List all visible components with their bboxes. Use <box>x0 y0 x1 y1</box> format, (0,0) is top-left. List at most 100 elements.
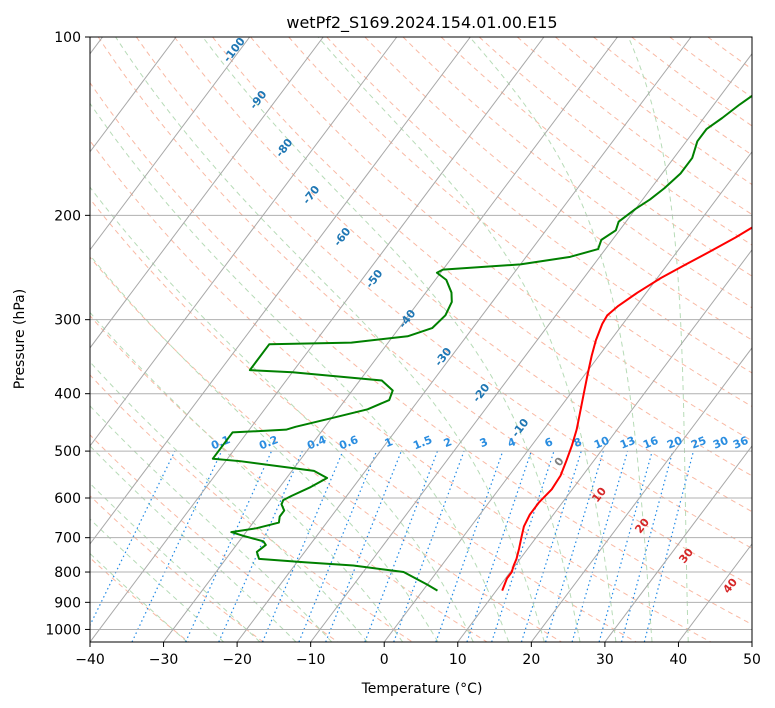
dry-adiabat-line <box>707 37 752 70</box>
moist-adiabat-line <box>90 482 261 642</box>
moist-adiabat-line <box>90 186 474 642</box>
plot-frame <box>89 36 753 643</box>
mixing-ratio-label: 13 <box>618 434 637 452</box>
dry-adiabat-line <box>135 37 752 549</box>
mixing-ratio-label: 1.5 <box>411 433 434 452</box>
mixing-ratio-line <box>261 450 344 642</box>
dry-adiabat-label: -100 <box>221 35 248 65</box>
dry-adiabat-line <box>364 37 752 341</box>
background-lines <box>90 37 752 642</box>
dewpoint-line <box>211 94 752 592</box>
profile-series <box>211 94 752 592</box>
dry-adiabat-label: 30 <box>676 546 696 566</box>
mixing-ratio-label: 8 <box>572 435 584 450</box>
dry-adiabat-label: -50 <box>363 267 386 291</box>
mixing-ratio-line <box>520 450 582 642</box>
moist-adiabat-line <box>202 37 581 642</box>
x-tick-label: 0 <box>380 652 389 668</box>
dry-adiabat-line <box>288 37 752 408</box>
y-tick-label: 600 <box>54 491 81 507</box>
moist-adiabat-line <box>90 405 333 642</box>
isotherm-line <box>530 347 752 642</box>
isotherm-line <box>310 52 752 642</box>
moist-adiabat-line <box>469 37 653 642</box>
mixing-ratio-line <box>90 450 176 627</box>
isotherm-line <box>90 37 471 545</box>
moist-adiabat-line <box>90 445 297 642</box>
moist-adiabat-line <box>90 552 188 642</box>
mixing-ratio-line <box>325 450 402 642</box>
dry-adiabat-line <box>90 495 264 642</box>
mixing-ratio-label: 2 <box>442 435 454 450</box>
x-axis-ticks: −40 −30 −20 −10 0 10 20 30 40 50 <box>75 642 761 668</box>
dry-adiabat-line <box>90 198 637 642</box>
y-tick-label: 300 <box>54 313 81 329</box>
mixing-ratio-label: 0.4 <box>305 433 328 452</box>
isotherm-line <box>90 37 324 349</box>
isotherm-line <box>457 249 752 642</box>
x-tick-label: 30 <box>596 652 614 668</box>
dry-adiabat-line <box>174 37 752 513</box>
dry-adiabat-label: -90 <box>247 88 270 112</box>
dry-adiabat-line <box>97 37 752 587</box>
isotherm-line <box>163 37 618 642</box>
isotherm-line <box>90 37 177 153</box>
mixing-ratio-line <box>131 450 223 642</box>
mixing-ratio-label: 3 <box>478 435 490 450</box>
moist-adiabat-line <box>90 518 224 642</box>
mixing-ratio-label: 16 <box>641 434 660 452</box>
mixing-ratio-label: 25 <box>689 434 708 452</box>
moist-adiabat-line <box>115 37 545 642</box>
moist-adiabat-line <box>90 102 510 642</box>
mixing-ratio-label: 30 <box>711 434 730 452</box>
mixing-ratio-label: 10 <box>592 434 611 452</box>
dry-adiabat-line <box>516 37 752 216</box>
mixing-ratio-label: 0.6 <box>337 433 360 452</box>
dry-adiabat-line <box>90 374 413 642</box>
y-axis-ticks: 100 200 300 400 500 600 700 800 900 1000 <box>45 30 90 638</box>
dry-adiabat-label: -30 <box>432 345 455 369</box>
x-tick-label: 10 <box>449 652 467 668</box>
moist-adiabat-line <box>317 37 617 642</box>
x-axis-label: Temperature (°C) <box>361 681 483 697</box>
x-tick-label: 40 <box>670 652 688 668</box>
mixing-ratio-line <box>218 450 303 642</box>
y-tick-label: 200 <box>54 208 81 224</box>
moist-adiabat-line <box>90 311 404 642</box>
dry-adiabat-label: -20 <box>470 381 493 405</box>
y-tick-label: 400 <box>54 387 81 403</box>
y-tick-label: 800 <box>54 565 81 581</box>
isotherm-line <box>90 37 545 642</box>
grid-lines <box>90 37 752 642</box>
mixing-ratio-line <box>620 450 674 642</box>
dry-adiabat-label: -80 <box>273 136 296 160</box>
y-tick-label: 500 <box>54 444 81 460</box>
dry-adiabat-label: 20 <box>632 516 652 536</box>
isotherm-line <box>90 37 398 447</box>
x-tick-label: −30 <box>149 652 179 668</box>
isotherm-line <box>678 543 752 642</box>
mixing-ratio-line <box>643 450 695 642</box>
dry-adiabat-line <box>90 434 339 642</box>
dry-adiabat-line <box>555 37 752 186</box>
isotherm-line <box>236 37 692 642</box>
mixing-ratio-line <box>435 450 504 642</box>
isotherm-line <box>604 445 752 642</box>
y-axis-label: Pressure (hPa) <box>12 289 28 389</box>
background-labels: -100-90-80-70-60-50-40-30-20-10010203040… <box>209 35 750 596</box>
mixing-ratio-label: 20 <box>665 434 684 452</box>
y-tick-label: 100 <box>54 30 81 46</box>
moist-adiabat-line <box>90 254 439 642</box>
mixing-ratio-label: 1 <box>383 435 395 450</box>
dry-adiabat-label: -60 <box>331 225 354 249</box>
mixing-ratio-line <box>545 450 604 642</box>
y-tick-label: 1000 <box>45 622 81 638</box>
dry-adiabat-line <box>440 37 752 277</box>
isotherm-line <box>90 37 251 251</box>
mixing-ratio-line <box>364 450 439 642</box>
mixing-ratio-line <box>185 450 273 642</box>
dry-adiabat-label: -70 <box>300 183 323 207</box>
x-tick-label: 20 <box>522 652 540 668</box>
dry-adiabat-line <box>90 140 712 642</box>
